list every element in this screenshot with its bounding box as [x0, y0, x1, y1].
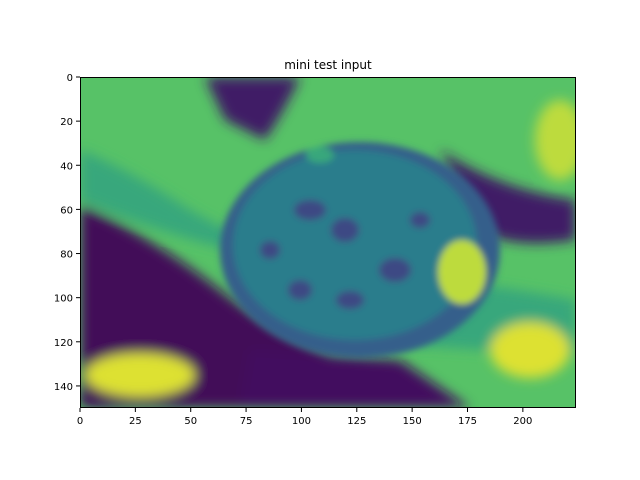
y-axis: 0 20 40 60 80 100 120 140: [54, 73, 80, 393]
x-tick-label: 150: [403, 416, 422, 427]
y-tick-label: 120: [54, 338, 73, 349]
region-bright-petal-bottom: [85, 353, 195, 397]
x-tick-label: 125: [347, 416, 366, 427]
y-tick-label: 20: [60, 117, 73, 128]
region-disk-dark-spot: [331, 218, 359, 242]
x-tick-label: 200: [513, 416, 532, 427]
region-bright-top-right: [535, 100, 576, 180]
y-tick-label: 0: [67, 73, 73, 84]
y-tick-label: 60: [60, 205, 73, 216]
region-disk-dark-spot: [294, 200, 326, 220]
x-tick-label: 50: [184, 416, 197, 427]
region-disk-dark-spot: [379, 258, 411, 282]
x-tick-label: 75: [240, 416, 253, 427]
region-disk-dark-spot: [410, 212, 430, 228]
region-layer-disk: [220, 142, 500, 358]
y-tick-label: 40: [60, 161, 73, 172]
region-dark-band-top: [205, 77, 300, 140]
y-tick-label: 100: [54, 294, 73, 305]
region-bright-petal-bottom-right: [490, 322, 570, 378]
y-tick-label: 140: [54, 382, 73, 393]
region-dark-band-right: [440, 150, 576, 244]
y-tick-label: 80: [60, 250, 73, 261]
x-tick-label: 25: [129, 416, 142, 427]
region-dark-band-bottom: [240, 350, 470, 408]
region-disk-dark-spot: [260, 241, 280, 259]
x-tick-label: 100: [292, 416, 311, 427]
region-bright-patch-right: [438, 240, 486, 304]
region-disk-dark-spot: [336, 291, 364, 309]
region-disk-highlight: [306, 147, 334, 163]
x-axis: 0 25 50 75 100 125 150 175 200: [77, 408, 532, 427]
chart-title: mini test input: [284, 58, 372, 72]
heatmap-image: [80, 77, 576, 408]
plot-frame: [80, 77, 576, 408]
x-tick-label: 0: [77, 416, 83, 427]
region-disk-dark-spot: [288, 280, 312, 300]
x-tick-label: 175: [458, 416, 477, 427]
